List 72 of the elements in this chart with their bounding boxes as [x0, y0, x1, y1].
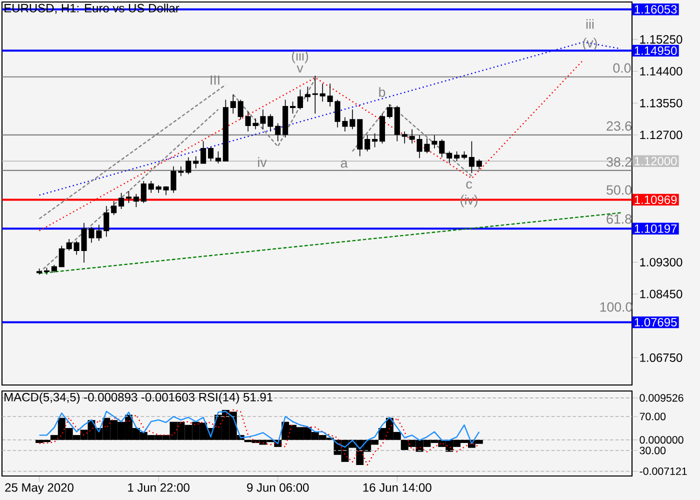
candlestick [312, 75, 318, 114]
y-tick-label: -0.007121 [640, 467, 687, 476]
y-tick-label: 0.000000 [640, 436, 684, 444]
ref-line-label: 1.14950 [634, 46, 677, 55]
candlestick [379, 113, 386, 144]
candlestick [402, 131, 408, 144]
candlestick [364, 134, 370, 152]
annotation: (iii) [292, 50, 308, 64]
candlestick [439, 138, 445, 158]
annotation: b [379, 87, 386, 97]
candlestick [215, 150, 221, 164]
candlestick [200, 140, 206, 164]
candlestick [297, 89, 304, 110]
y2-tick-label: 30.00 [640, 446, 666, 454]
ref-line-label: 1.10969 [634, 195, 677, 204]
candlestick [222, 99, 228, 162]
candlestick [357, 119, 363, 157]
x-tick-label: 1 Jun 22:00 [128, 483, 190, 492]
candlestick [208, 146, 214, 162]
ref-line-label: 1.10197 [634, 224, 677, 233]
candlestick [468, 140, 474, 174]
ref-line-label: 1.16053 [634, 5, 677, 14]
candlestick [104, 206, 110, 238]
x-tick-label: 25 May 2020 [5, 483, 74, 494]
y-tick-label: 1.12700 [640, 130, 682, 140]
ref-line-label: 1.07695 [634, 318, 677, 327]
ref-line-label: 1.12000 [634, 156, 677, 166]
candlestick [140, 180, 146, 204]
candlestick [446, 150, 452, 164]
annotation: 0.0 [613, 63, 631, 73]
annotation: a [340, 160, 348, 168]
candlestick [111, 200, 117, 216]
candlestick [320, 83, 326, 102]
y-tick-label: 0.009526 [640, 394, 684, 402]
chart-title: MACD(5,34,5) -0.000893 -0.001603 RSI(14) 51.91 [4, 392, 272, 404]
candlestick [476, 158, 482, 170]
y-tick-label: 1.09300 [640, 258, 682, 266]
annotation: iii [586, 19, 594, 29]
candlestick [230, 94, 236, 114]
candlestick [268, 114, 274, 132]
candlestick [282, 99, 288, 138]
annotation: 23.6 [606, 121, 632, 131]
annotation: c [466, 181, 472, 189]
y-tick-label: 1.08450 [640, 290, 682, 298]
y2-tick-label: 70.00 [640, 412, 666, 420]
candlestick [461, 150, 468, 160]
candlestick [350, 109, 356, 130]
y-tick-label: 1.06750 [640, 353, 682, 362]
candlestick [66, 238, 72, 251]
candlestick [193, 156, 199, 169]
annotation: 38.2 [606, 157, 632, 167]
candlestick [394, 105, 400, 142]
candlestick [186, 156, 192, 175]
annotation: 50.0 [606, 185, 632, 195]
y-tick-label: 1.14400 [640, 67, 682, 76]
annotation: iv [258, 157, 267, 167]
annotation: v [296, 65, 304, 73]
candlestick [148, 180, 154, 194]
candlestick [454, 150, 460, 162]
annotation: (v) [583, 38, 597, 50]
y-tick-label: 1.15250 [640, 35, 682, 44]
x-tick-label: 9 Jun 06:00 [247, 483, 309, 492]
candlestick [58, 245, 64, 268]
candlestick [275, 122, 281, 142]
annotation: 61.8 [606, 214, 632, 224]
x-tick-label: 16 Jun 14:00 [363, 483, 432, 492]
candlestick [118, 192, 124, 210]
candlestick [133, 194, 139, 208]
candlestick [386, 104, 392, 119]
candlestick [238, 99, 244, 120]
y-tick-label: 1.13550 [640, 98, 682, 108]
candlestick [36, 268, 42, 275]
